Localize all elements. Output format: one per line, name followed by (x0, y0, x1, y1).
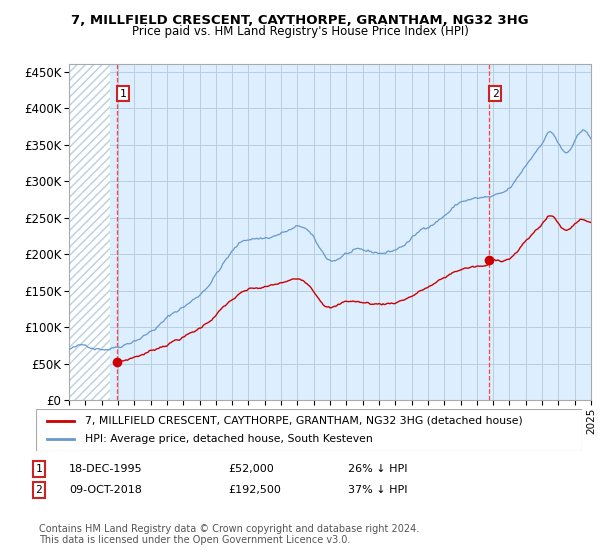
Text: 18-DEC-1995: 18-DEC-1995 (69, 464, 143, 474)
Text: Price paid vs. HM Land Registry's House Price Index (HPI): Price paid vs. HM Land Registry's House … (131, 25, 469, 38)
Text: 1: 1 (35, 464, 43, 474)
Text: £192,500: £192,500 (228, 485, 281, 495)
Text: 1: 1 (119, 88, 127, 99)
Text: 09-OCT-2018: 09-OCT-2018 (69, 485, 142, 495)
Text: 37% ↓ HPI: 37% ↓ HPI (348, 485, 407, 495)
Text: 7, MILLFIELD CRESCENT, CAYTHORPE, GRANTHAM, NG32 3HG: 7, MILLFIELD CRESCENT, CAYTHORPE, GRANTH… (71, 14, 529, 27)
Text: 7, MILLFIELD CRESCENT, CAYTHORPE, GRANTHAM, NG32 3HG (detached house): 7, MILLFIELD CRESCENT, CAYTHORPE, GRANTH… (85, 416, 523, 426)
Text: Contains HM Land Registry data © Crown copyright and database right 2024.
This d: Contains HM Land Registry data © Crown c… (39, 524, 419, 545)
Text: 2: 2 (492, 88, 499, 99)
Text: £52,000: £52,000 (228, 464, 274, 474)
Text: 2: 2 (35, 485, 43, 495)
Text: HPI: Average price, detached house, South Kesteven: HPI: Average price, detached house, Sout… (85, 434, 373, 444)
Bar (69, 64, 110, 400)
Text: 26% ↓ HPI: 26% ↓ HPI (348, 464, 407, 474)
